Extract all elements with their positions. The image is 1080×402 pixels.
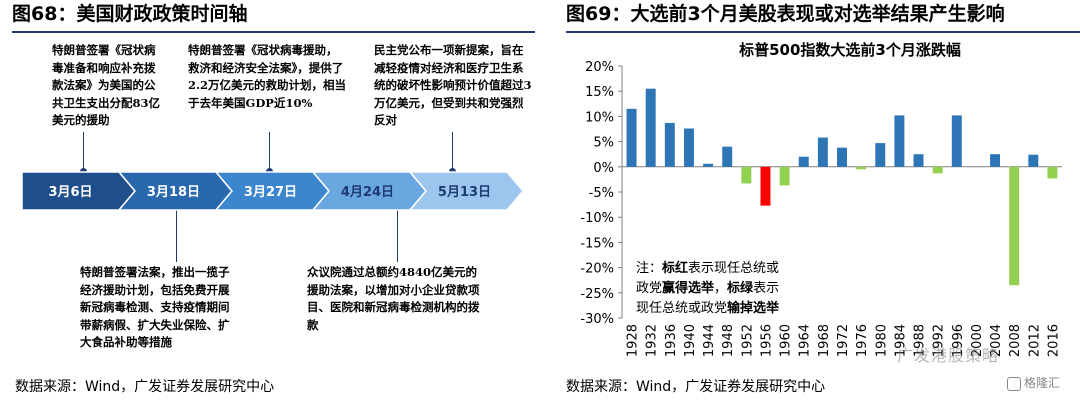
bar-1972 [837,147,847,167]
timeline-date-3: 3月27日 [244,185,297,200]
timeline-segment-5 [408,171,524,211]
x-tick-label: 2008 [1008,324,1023,357]
x-tick-label: 1972 [836,324,851,357]
annotation-line-1: 注：标红表示现任总统或 [636,260,779,276]
bar-1988 [913,154,924,167]
note-apr24: 众议院通过总额约4840亿美元的援助法案，以增加对小企业贷款项目、医院和新冠病毒… [307,265,480,332]
x-tick-label: 1988 [913,324,928,357]
bar-1992 [932,166,943,174]
timeline-date-2: 3月18日 [147,185,200,200]
x-tick-label: 1992 [932,324,947,357]
x-tick-label: 2000 [970,324,985,357]
x-tick-label: 1996 [951,324,966,357]
y-tick-label: 0% [593,161,614,176]
y-tick-label: 20% [585,60,614,75]
connector-apr24 [397,210,398,262]
note-mar18: 特朗普签署法案，推出一揽子经济援助计划，包括免费开展新冠病毒检测、支持疫情期间带… [80,265,230,349]
timeline-date-4: 4月24日 [341,185,394,200]
note-may13: 民主党公布一项新提案，旨在减轻疫情对经济和医疗卫生系统的破坏性影响预计价值超过3… [374,43,532,127]
y-tick-label: -10% [580,211,614,226]
note-mar6: 特朗普签署《冠状病毒准备和响应补充拨款法案》为美国的公共卫生支出分配83亿美元的… [52,43,161,127]
x-tick-label: 1932 [645,324,660,357]
x-tick-label: 1952 [740,324,755,357]
bar-1996 [951,115,962,167]
x-tick-label: 2004 [989,324,1004,357]
connector-mar6 [83,132,84,172]
y-tick-label: 5% [593,136,614,151]
y-tick-label: 15% [585,85,614,100]
bar-1976 [856,166,867,170]
bar-1956 [760,166,771,206]
bar-1980 [875,143,886,167]
x-tick-label: 1936 [664,324,679,357]
bar-1944 [703,163,714,167]
x-tick-label: 1944 [702,324,717,357]
bar-2008 [1009,166,1020,286]
note-mar27: 特朗普签署《冠状病毒援助，救济和经济安全法案》，提供了2.2万亿美元的救助计划，… [188,43,347,110]
x-tick-label: 1968 [817,324,832,357]
chart-panel: 图69：大选前3个月美股表现或对选举结果产生影响 标普500指数大选前3个月涨跌… [552,0,1080,402]
bar-1964 [798,156,809,167]
bar-1968 [817,137,828,167]
y-tick-label: -5% [589,186,614,201]
x-tick-label: 2012 [1027,324,1042,357]
x-tick-label: 1940 [683,324,698,357]
bar-1940 [683,128,694,167]
timeline-date-5: 5月13日 [438,185,491,200]
connector-may13 [452,132,453,172]
watermark-text: 广发港股策略 [897,346,1000,365]
timeline-arrows: 3月6日 3月18日 3月27日 4月24日 5月13日 [21,171,524,211]
y-tick-label: -30% [580,312,614,327]
y-tick-label: -20% [580,262,614,277]
timeline-panel: 图68：美国财政政策时间轴 特朗普签署《冠状病毒准备和响应补充拨款法案》为美国的… [0,0,535,402]
x-tick-label: 1948 [721,324,736,357]
left-title-rule [12,31,535,33]
connector-mar18 [176,210,177,262]
y-tick-label: 10% [585,110,614,125]
timeline-date-1: 3月6日 [48,185,92,200]
y-tick-label: -25% [580,287,614,302]
annotation-line-3: 现任总统或政党输掉选举 [636,300,780,316]
connector-mar27 [269,132,270,172]
x-tick-label: 1976 [855,324,870,357]
right-figure-title: 图69：大选前3个月美股表现或对选举结果产生影响 [566,3,1005,25]
bar-2016 [1047,166,1058,179]
x-tick-label: 1928 [626,324,641,357]
y-tick-label: -15% [580,236,614,251]
x-tick-label: 1984 [893,324,908,357]
left-figure-title: 图68：美国财政政策时间轴 [12,3,248,25]
left-source: 数据来源：Wind，广发证券发展研究中心 [15,379,275,395]
bar-1936 [664,122,675,167]
bar-1932 [645,88,656,167]
x-tick-label: 1960 [779,324,794,357]
annotation-line-2: 政党赢得选举，标绿表示 [636,280,779,296]
right-title-rule [566,31,1080,33]
bar-chart: 标普500指数大选前3个月涨跌幅 20% 15% 10% 5% 0% -5% -10% -15… [580,41,1062,357]
x-tick-label: 1964 [798,324,813,357]
chart-title: 标普500指数大选前3个月涨跌幅 [738,41,961,59]
x-tick-label: 1956 [759,324,774,357]
right-source: 数据来源：Wind，广发证券发展研究中心 [566,379,826,395]
bar-2012 [1028,154,1039,167]
bar-1960 [779,166,790,186]
bar-1948 [722,146,733,167]
x-tick-label: 2016 [1046,324,1061,357]
bar-1928 [626,108,637,167]
bar-1984 [894,115,905,167]
logo-icon [1007,376,1021,391]
logo-badge: 格隆汇 [1007,374,1060,391]
bar-2004 [990,154,1001,167]
logo-text: 格隆汇 [1024,376,1061,390]
bar-1952 [741,166,752,184]
x-tick-label: 1980 [874,324,889,357]
